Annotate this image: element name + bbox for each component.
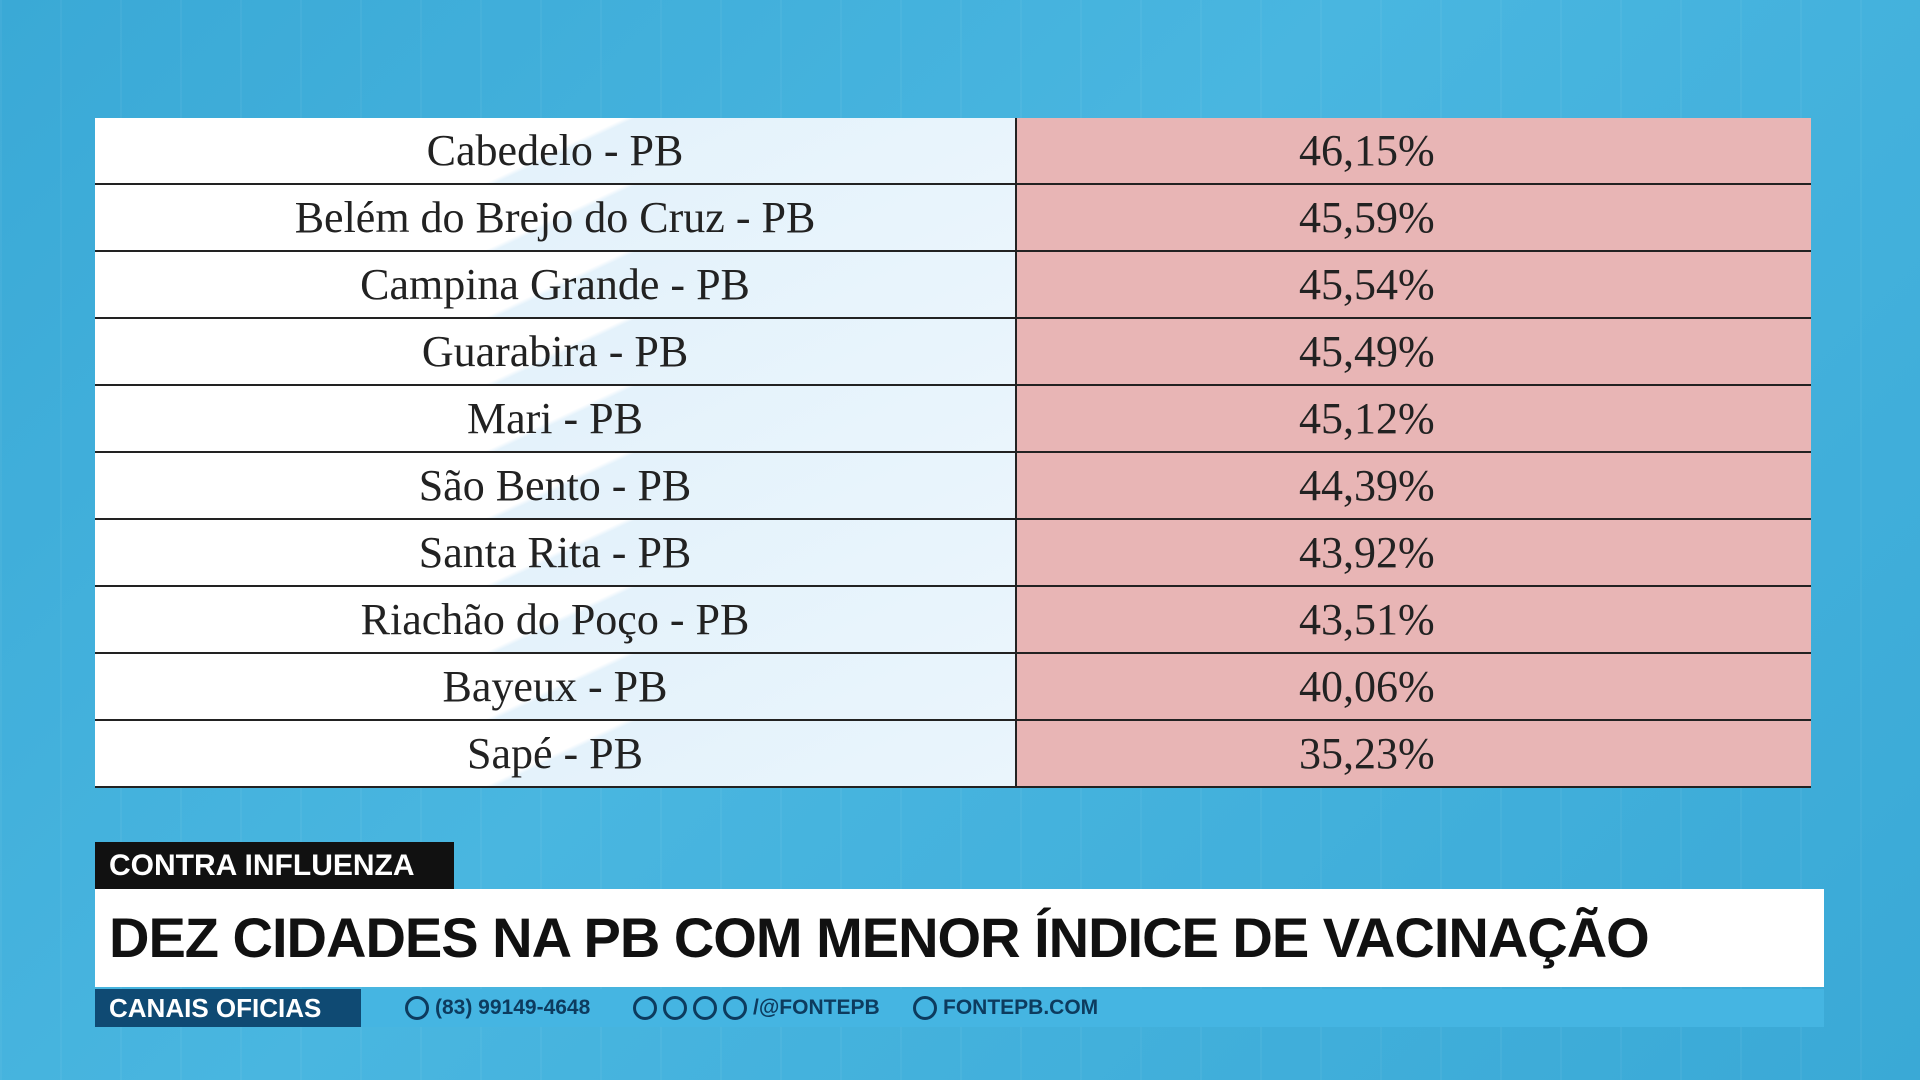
data-table: Cabedelo - PB 46,15% Belém do Brejo do Cru… — [95, 118, 1811, 788]
footer-label: CANAIS OFICIAS — [95, 989, 361, 1027]
facebook-icon — [663, 996, 687, 1020]
phone-item: (83) 99149-4648 — [405, 989, 590, 1027]
table-row: Cabedelo - PB 46,15% — [95, 118, 1811, 185]
social-item: /@FONTEPB — [633, 989, 880, 1027]
city-cell: Cabedelo - PB — [95, 118, 1017, 185]
site: FONTEPB.COM — [943, 996, 1099, 1019]
table-row: Santa Rita - PB 43,92% — [95, 518, 1811, 587]
twitter-icon — [693, 996, 717, 1020]
headline: DEZ CIDADES NA PB COM MENOR ÍNDICE DE VA… — [95, 889, 1824, 987]
site-item: FONTEPB.COM — [913, 989, 1098, 1027]
table-row: Guarabira - PB 45,49% — [95, 317, 1811, 386]
rate-cell: 35,23% — [1015, 719, 1811, 788]
globe-icon — [913, 996, 937, 1020]
city-cell: Santa Rita - PB — [95, 518, 1017, 587]
rate-cell: 44,39% — [1015, 451, 1811, 520]
table-row: Belém do Brejo do Cruz - PB 45,59% — [95, 183, 1811, 252]
rate-cell: 45,59% — [1015, 183, 1811, 252]
city-cell: Riachão do Poço - PB — [95, 585, 1017, 654]
city-cell: São Bento - PB — [95, 451, 1017, 520]
table-row: Riachão do Poço - PB 43,51% — [95, 585, 1811, 654]
social: /@FONTEPB — [753, 996, 880, 1019]
whatsapp-icon — [405, 996, 429, 1020]
rate-cell: 46,15% — [1015, 118, 1811, 185]
table-row: Mari - PB 45,12% — [95, 384, 1811, 453]
youtube-icon — [723, 996, 747, 1020]
footer: CANAIS OFICIAS (83) 99149-4648 /@FONTEPB… — [95, 989, 1824, 1027]
city-cell: Belém do Brejo do Cruz - PB — [95, 183, 1017, 252]
rate-cell: 43,92% — [1015, 518, 1811, 587]
rate-cell: 45,12% — [1015, 384, 1811, 453]
city-cell: Campina Grande - PB — [95, 250, 1017, 319]
city-cell: Bayeux - PB — [95, 652, 1017, 721]
phone: (83) 99149-4648 — [435, 996, 591, 1019]
table-row: São Bento - PB 44,39% — [95, 451, 1811, 520]
city-cell: Mari - PB — [95, 384, 1017, 453]
rate-cell: 45,54% — [1015, 250, 1811, 319]
rate-cell: 40,06% — [1015, 652, 1811, 721]
rate-cell: 45,49% — [1015, 317, 1811, 386]
tag: CONTRA INFLUENZA — [95, 842, 454, 889]
table-row: Bayeux - PB 40,06% — [95, 652, 1811, 721]
table-row: Campina Grande - PB 45,54% — [95, 250, 1811, 319]
city-cell: Sapé - PB — [95, 719, 1017, 788]
instagram-icon — [633, 996, 657, 1020]
table-row: Sapé - PB 35,23% — [95, 719, 1811, 788]
rate-cell: 43,51% — [1015, 585, 1811, 654]
city-cell: Guarabira - PB — [95, 317, 1017, 386]
